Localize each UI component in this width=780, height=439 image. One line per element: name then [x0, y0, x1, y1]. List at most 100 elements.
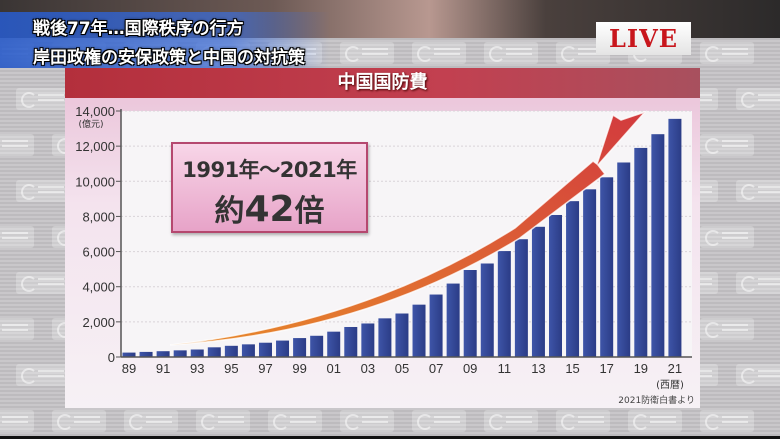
bar-98: [276, 340, 290, 357]
watermark-logo: [196, 410, 250, 432]
x-tick-label: 09: [463, 361, 477, 376]
bar-00: [310, 335, 324, 357]
watermark-logo: [0, 226, 34, 248]
watermark-logo: [268, 410, 322, 432]
x-tick-label: 17: [599, 361, 613, 376]
bar-14: [549, 214, 562, 357]
bar-94: [207, 347, 221, 357]
bar-12: [514, 239, 528, 357]
bar-05: [395, 313, 409, 357]
callout-prefix: 約: [214, 194, 245, 229]
x-tick-label: 15: [565, 361, 579, 376]
watermark-logo: [556, 410, 610, 432]
watermark-logo: [700, 410, 754, 432]
y-tick-label: 10,000: [75, 174, 115, 189]
watermark-logo: [340, 42, 394, 64]
watermark-logo: [700, 318, 754, 340]
bar-08: [446, 283, 460, 357]
chart-title: 中国国防費: [65, 68, 700, 98]
watermark-logo: [484, 42, 538, 64]
bar-89: [122, 352, 136, 357]
watermark-logo: [412, 42, 466, 64]
watermark-logo: [700, 42, 754, 64]
x-tick-label: 13: [531, 361, 545, 376]
x-tick-label: 11: [498, 361, 512, 376]
bar-07: [429, 294, 443, 357]
bar-02: [344, 326, 358, 357]
callout-multiplier: 約42倍: [173, 186, 366, 230]
y-tick-label: 2,000: [82, 315, 115, 330]
live-badge: LIVE: [596, 22, 691, 55]
bar-06: [412, 304, 426, 357]
bar-18: [617, 162, 631, 357]
watermark-logo: [412, 410, 466, 432]
bar-97: [258, 342, 272, 357]
bar-01: [327, 331, 341, 357]
y-tick-label: 14,000: [75, 104, 115, 119]
watermark-logo: [484, 410, 538, 432]
watermark-logo: [0, 410, 34, 432]
bar-11: [497, 251, 511, 357]
bar-15: [566, 201, 580, 357]
watermark-logo: [736, 88, 780, 110]
watermark-logo: [124, 410, 178, 432]
watermark-logo: [700, 134, 754, 156]
x-axis-unit: (西暦): [656, 379, 684, 391]
y-tick-label: 6,000: [82, 245, 115, 260]
bar-19: [634, 147, 648, 357]
callout-suffix: 倍: [294, 194, 325, 229]
x-tick-label: 89: [122, 361, 136, 376]
bar-91: [156, 351, 170, 357]
bar-03: [361, 323, 375, 357]
watermark-logo: [340, 410, 394, 432]
y-axis-unit: (億元): [78, 118, 103, 130]
program-caption: 戦後77年…国際秩序の行方 岸田政権の安保政策と中国の対抗策: [0, 12, 330, 68]
bar-96: [241, 344, 255, 357]
watermark-logo: [16, 272, 70, 294]
x-tick-label: 03: [361, 361, 375, 376]
source-note: 2021防衛白書より: [618, 394, 695, 406]
watermark-logo: [736, 364, 780, 386]
bar-09: [463, 270, 477, 357]
watermark-logo: [16, 88, 70, 110]
watermark-logo: [16, 364, 70, 386]
watermark-logo: [628, 410, 682, 432]
x-tick-label: 97: [258, 361, 272, 376]
x-tick-label: 07: [429, 361, 443, 376]
bar-21: [668, 118, 682, 357]
callout-value: 42: [244, 189, 295, 230]
x-tick-label: 99: [292, 361, 306, 376]
y-tick-label: 8,000: [82, 209, 115, 224]
y-tick-label: 12,000: [75, 139, 115, 154]
chart-panel: 中国国防費 0 2,000 4,000 6,000 8,000 10,000 12,000 1…: [65, 68, 700, 408]
bar-04: [378, 318, 392, 357]
caption-line-1: 戦後77年…国際秩序の行方: [33, 19, 244, 39]
bar-17: [600, 177, 614, 357]
bottom-bar: [0, 436, 780, 439]
bar-93: [190, 349, 204, 357]
watermark-logo: [16, 180, 70, 202]
growth-callout: 1991年～2021年 約42倍: [171, 142, 368, 233]
y-tick-label: 4,000: [82, 280, 115, 295]
x-tick-label: 21: [668, 361, 682, 376]
x-tick-label: 95: [224, 361, 238, 376]
x-tick-label: 91: [156, 361, 170, 376]
bar-92: [173, 350, 187, 357]
x-tick-label: 93: [190, 361, 204, 376]
x-tick-label: 01: [326, 361, 340, 376]
watermark-logo: [736, 180, 780, 202]
watermark-logo: [736, 272, 780, 294]
bar-10: [480, 263, 494, 357]
watermark-logo: [0, 318, 34, 340]
bar-13: [531, 226, 545, 357]
bar-20: [651, 134, 665, 357]
y-tick-label: 0: [108, 350, 115, 365]
callout-period: 1991年～2021年: [182, 158, 357, 182]
bar-95: [224, 345, 238, 357]
watermark-logo: [0, 134, 34, 156]
caption-line-2: 岸田政権の安保政策と中国の対抗策: [33, 48, 305, 68]
bar-90: [139, 351, 153, 357]
x-tick-label: 19: [634, 361, 648, 376]
x-tick-label: 05: [395, 361, 409, 376]
